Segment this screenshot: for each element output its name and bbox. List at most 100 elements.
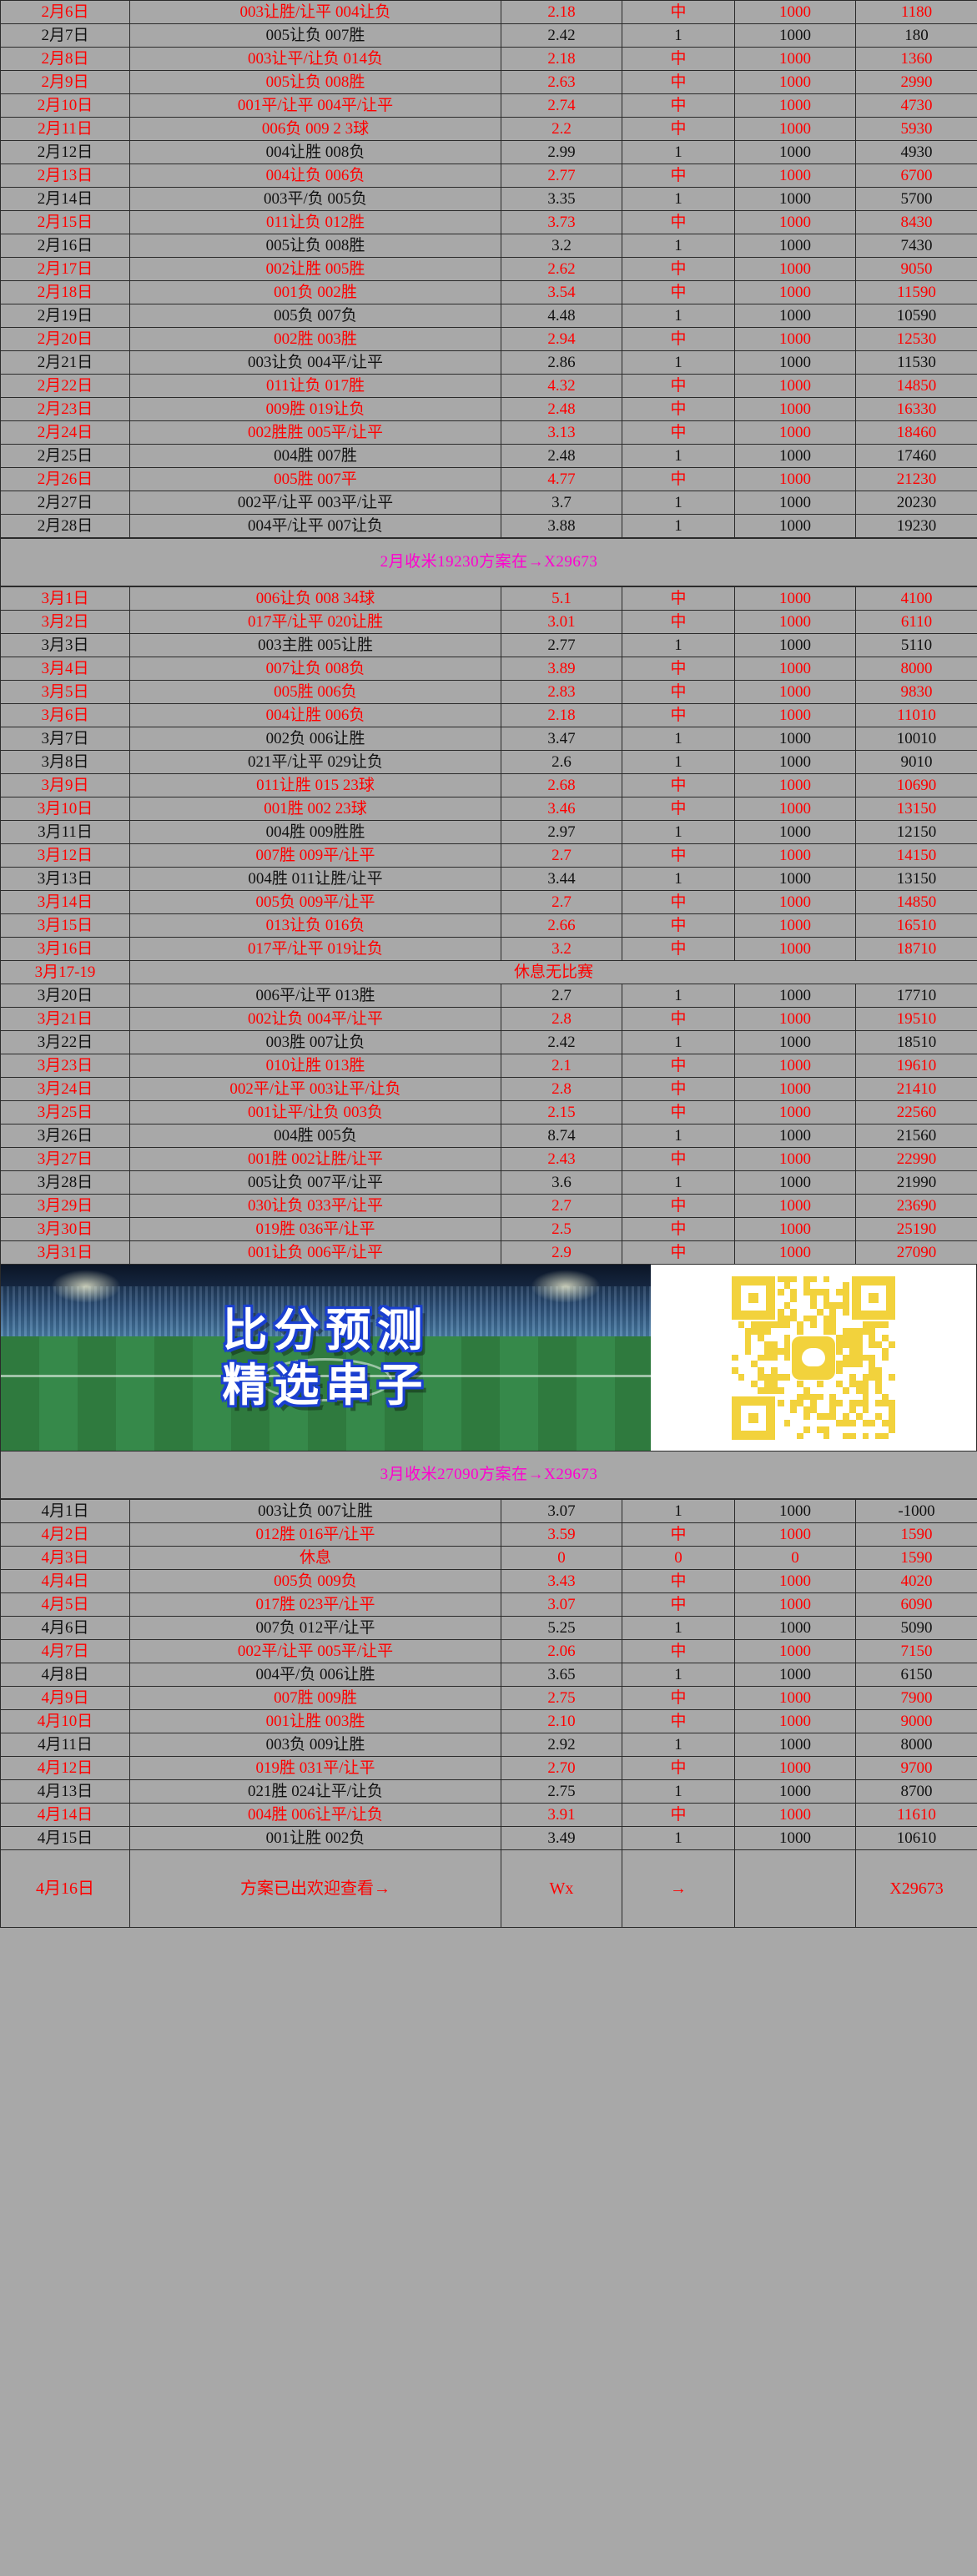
row-profit: 17710 — [855, 984, 977, 1008]
row-odds: 3.49 — [501, 1826, 622, 1850]
table-row: 3月14日 005负 009平/让平 2.7 中 1000 14850 — [0, 890, 977, 914]
row-profit: 9830 — [855, 680, 977, 704]
row-pick: 001负 002胜 — [129, 280, 501, 304]
row-stake: 1000 — [734, 890, 856, 914]
table-row: 2月8日 003让平/让负 014负 2.18 中 1000 1360 — [0, 47, 977, 71]
row-profit: 16510 — [855, 913, 977, 938]
row-odds: 2.99 — [501, 140, 622, 164]
qr-code-icon[interactable] — [731, 1275, 895, 1440]
row-pick: 004平/让平 007让负 — [129, 514, 501, 538]
row-odds: 4.48 — [501, 304, 622, 328]
row-result: 中 — [622, 1803, 735, 1827]
row-odds: 2.18 — [501, 703, 622, 727]
row-profit: 1180 — [855, 0, 977, 24]
table-march-part1: 3月1日 006让负 008 34球 5.1 中 1000 4100 3月2日 017平/让平… — [0, 586, 977, 1265]
row-pick: 011让负 017胜 — [129, 374, 501, 398]
row-odds: 0 — [501, 1546, 622, 1570]
pitch — [1, 1336, 651, 1451]
row-pick: 005胜 006负 — [129, 680, 501, 704]
row-stake: 1000 — [734, 1217, 856, 1241]
row-profit: 1590 — [855, 1522, 977, 1547]
row-pick: 003胜 007让负 — [129, 1030, 501, 1054]
row-date: 2月7日 — [0, 23, 130, 48]
row-date: 2月18日 — [0, 280, 130, 304]
row-odds: 2.43 — [501, 1147, 622, 1171]
row-pick: 001平/让平 004平/让平 — [129, 93, 501, 118]
row-stake: 1000 — [734, 444, 856, 468]
row-date: 3月3日 — [0, 633, 130, 657]
table-row: 2月27日 002平/让平 003平/让平 3.7 1 1000 20230 — [0, 491, 977, 515]
row-result: 1 — [622, 1030, 735, 1054]
row-result: 1 — [622, 867, 735, 891]
row-date: 2月20日 — [0, 327, 130, 351]
row-stake: 1000 — [734, 327, 856, 351]
row-date: 2月14日 — [0, 187, 130, 211]
table-summary-february: 2月收米19230方案在→X29673 — [0, 538, 977, 586]
row-stake: 1000 — [734, 467, 856, 491]
row-odds: 3.59 — [501, 1522, 622, 1547]
row-result: 1 — [622, 1124, 735, 1148]
row-stake: 1000 — [734, 187, 856, 211]
row-pick: 006让负 008 34球 — [129, 586, 501, 611]
qr-eye-bottom-left — [731, 1396, 775, 1440]
row-odds: 2.48 — [501, 397, 622, 421]
row-odds: 2.86 — [501, 350, 622, 375]
qr-eye-top-right — [851, 1275, 895, 1320]
row-pick: 002平/让平 005平/让平 — [129, 1639, 501, 1663]
qr-center-logo-icon — [791, 1336, 835, 1380]
row-pick: 030让负 033平/让平 — [129, 1194, 501, 1218]
final-pick: 方案已出欢迎查看→ — [129, 1849, 501, 1928]
table-row: 3月9日 011让胜 015 23球 2.68 中 1000 10690 — [0, 773, 977, 797]
final-odds: Wx — [501, 1849, 622, 1928]
row-pick: 004让负 006负 — [129, 164, 501, 188]
banner-title-line1: 比分预测 — [222, 1303, 430, 1356]
row-date: 4月1日 — [0, 1499, 130, 1523]
table-row: 4月5日 017胜 023平/让平 3.07 中 1000 6090 — [0, 1592, 977, 1617]
table-row: 4月1日 003让负 007让胜 3.07 1 1000 -1000 — [0, 1499, 977, 1523]
row-date: 3月11日 — [0, 820, 130, 844]
row-odds: 2.68 — [501, 773, 622, 797]
row-odds: 3.89 — [501, 657, 622, 681]
row-pick: 005让负 008胜 — [129, 234, 501, 258]
final-row[interactable]: 4月16日 方案已出欢迎查看→ Wx → X29673 — [0, 1849, 977, 1928]
row-date: 3月1日 — [0, 586, 130, 611]
table-row: 4月9日 007胜 009胜 2.75 中 1000 7900 — [0, 1686, 977, 1710]
row-result: 1 — [622, 1733, 735, 1757]
row-date: 3月16日 — [0, 937, 130, 961]
row-stake: 1000 — [734, 397, 856, 421]
row-date: 2月23日 — [0, 397, 130, 421]
table-row: 4月6日 007负 012平/让平 5.25 1 1000 5090 — [0, 1616, 977, 1640]
row-profit: 12150 — [855, 820, 977, 844]
row-pick: 003让胜/让平 004让负 — [129, 0, 501, 24]
row-profit: 17460 — [855, 444, 977, 468]
row-result: 中 — [622, 327, 735, 351]
row-date: 3月20日 — [0, 984, 130, 1008]
row-odds: 2.7 — [501, 1194, 622, 1218]
row-profit: 21990 — [855, 1170, 977, 1195]
row-result: 1 — [622, 444, 735, 468]
row-stake: 1000 — [734, 867, 856, 891]
row-profit: 18710 — [855, 937, 977, 961]
row-profit: 6150 — [855, 1663, 977, 1687]
table-row: 2月20日 002胜 003胜 2.94 中 1000 12530 — [0, 327, 977, 351]
row-stake: 1000 — [734, 1639, 856, 1663]
row-stake: 1000 — [734, 374, 856, 398]
row-stake: 1000 — [734, 234, 856, 258]
row-pick: 007负 012平/让平 — [129, 1616, 501, 1640]
row-odds: 5.1 — [501, 586, 622, 611]
row-odds: 3.01 — [501, 610, 622, 634]
row-date: 4月12日 — [0, 1756, 130, 1780]
row-pick: 002胜 003胜 — [129, 327, 501, 351]
row-odds: 3.65 — [501, 1663, 622, 1687]
row-pick: 002负 006让胜 — [129, 727, 501, 751]
row-result: 1 — [622, 491, 735, 515]
table-row: 3月11日 004胜 009胜胜 2.97 1 1000 12150 — [0, 820, 977, 844]
row-result: 中 — [622, 1709, 735, 1733]
row-stake: 1000 — [734, 1240, 856, 1265]
row-date: 3月5日 — [0, 680, 130, 704]
table-row: 2月13日 004让负 006负 2.77 中 1000 6700 — [0, 164, 977, 188]
table-row: 3月20日 006平/让平 013胜 2.7 1 1000 17710 — [0, 984, 977, 1008]
row-odds: 3.2 — [501, 937, 622, 961]
row-stake: 1000 — [734, 1100, 856, 1124]
row-result: 中 — [622, 773, 735, 797]
